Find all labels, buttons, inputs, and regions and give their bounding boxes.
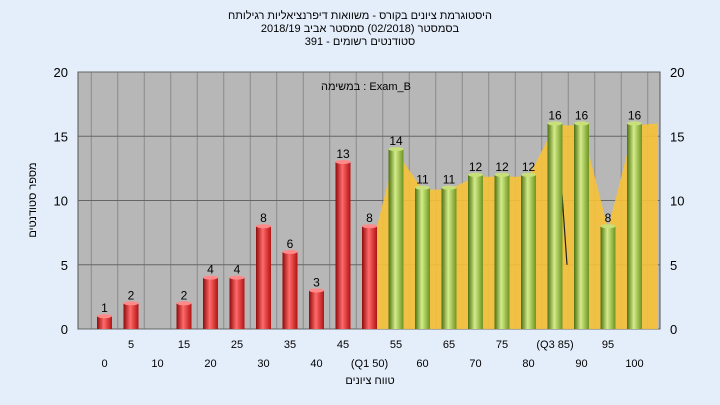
x-tick-label: (Q1 50)	[351, 358, 388, 370]
bar-cap	[415, 185, 430, 190]
y-axis-title: מספר סטודנטים	[27, 162, 39, 237]
bar-cap	[441, 185, 457, 190]
x-tick-label: 55	[390, 339, 402, 351]
bar-passing	[600, 226, 616, 329]
bar-value-label: 16	[628, 108, 642, 122]
bar-value-label: 6	[287, 237, 294, 251]
chart-title: היסטוגרמת ציונים בקורס - משוואות דיפרנצי…	[228, 10, 492, 22]
bar-value-label: 16	[548, 108, 562, 122]
bar-value-label: 14	[389, 134, 403, 148]
x-tick-label: 75	[496, 339, 508, 351]
x-tick-label: 30	[257, 358, 269, 370]
bar-passing	[468, 174, 483, 329]
bar-failing	[282, 251, 298, 329]
bar-cap	[627, 121, 642, 126]
bar-passing	[441, 187, 457, 329]
bar-passing	[627, 123, 642, 330]
x-tick-label: 20	[204, 358, 216, 370]
bar-cap	[282, 249, 298, 254]
y-tick-label-left: 5	[61, 258, 68, 273]
bar-cap	[494, 172, 510, 177]
bar-value-label: 13	[336, 147, 350, 161]
bar-value-label: 8	[366, 211, 373, 225]
bar-failing	[229, 277, 245, 329]
bar-passing	[388, 149, 404, 329]
bar-cap	[176, 301, 192, 306]
bar-value-label: 2	[128, 288, 135, 302]
bar-value-label: 12	[469, 160, 483, 174]
x-axis-title: טווח ציונים	[345, 375, 394, 387]
bar-value-label: 4	[207, 263, 214, 277]
bar-cap	[388, 147, 404, 152]
bar-passing	[547, 123, 563, 330]
x-tick-label: 95	[602, 339, 614, 351]
y-tick-label-right: 0	[670, 322, 677, 337]
bar-value-label: 12	[522, 160, 536, 174]
bar-value-label: 11	[416, 173, 429, 187]
bar-cap	[335, 159, 351, 164]
bar-cap	[123, 301, 139, 306]
x-tick-label: 90	[575, 358, 587, 370]
x-tick-label: 5	[128, 339, 134, 351]
y-tick-label-left: 20	[54, 65, 68, 80]
y-tick-label-right: 15	[670, 129, 684, 144]
x-tick-label: 45	[337, 339, 349, 351]
bar-cap	[229, 275, 245, 280]
bar-failing	[176, 303, 192, 329]
bar-cap	[97, 314, 112, 319]
x-tick-label: 80	[522, 358, 534, 370]
bar-cap	[309, 288, 324, 293]
chart-subtitle: בסמסטר (02/2018) סמסטר אביב 2018/19	[260, 23, 460, 35]
x-tick-label: (Q3 85)	[536, 339, 573, 351]
bar-passing	[574, 123, 589, 330]
bar-value-label: 2	[181, 288, 188, 302]
bar-cap	[468, 172, 483, 177]
bar-cap	[547, 121, 563, 126]
x-tick-label: 40	[310, 358, 322, 370]
x-tick-label: 100	[625, 358, 643, 370]
bar-value-label: 4	[234, 263, 241, 277]
x-tick-label: 60	[416, 358, 428, 370]
bar-failing	[256, 226, 271, 329]
bar-cap	[521, 172, 536, 177]
bar-passing	[415, 187, 430, 329]
x-tick-label: 0	[101, 358, 107, 370]
bar-passing	[521, 174, 536, 329]
bar-failing	[309, 290, 324, 329]
bar-cap	[203, 275, 218, 280]
bar-cap	[362, 224, 377, 229]
x-tick-label: 10	[151, 358, 163, 370]
bar-value-label: 12	[495, 160, 509, 174]
bar-failing	[97, 316, 112, 329]
y-tick-label-right: 10	[670, 194, 684, 209]
bar-value-label: 3	[313, 275, 320, 289]
bar-passing	[494, 174, 510, 329]
x-tick-label: 65	[443, 339, 455, 351]
x-tick-label: 35	[284, 339, 296, 351]
bar-cap	[256, 224, 271, 229]
y-tick-label-right: 5	[670, 258, 677, 273]
x-tick-label: 25	[231, 339, 243, 351]
bar-failing	[335, 161, 351, 329]
bar-failing	[203, 277, 218, 329]
y-tick-label-right: 20	[670, 65, 684, 80]
y-tick-label-left: 10	[54, 194, 68, 209]
bar-cap	[574, 121, 589, 126]
chart-annotation: במשימה : Exam_B	[321, 81, 411, 93]
x-tick-label: 70	[469, 358, 481, 370]
registered-students-label: סטודנטים רשומים - 391	[304, 36, 416, 48]
y-tick-label-left: 0	[61, 322, 68, 337]
bar-failing	[123, 303, 139, 329]
bar-value-label: 16	[575, 108, 589, 122]
bar-cap	[600, 224, 616, 229]
bar-failing	[362, 226, 377, 329]
y-tick-label-left: 15	[54, 129, 68, 144]
bar-value-label: 11	[443, 173, 456, 187]
bar-value-label: 1	[101, 301, 108, 315]
bar-value-label: 8	[605, 211, 612, 225]
x-tick-label: 15	[178, 339, 190, 351]
bar-value-label: 8	[260, 211, 267, 225]
